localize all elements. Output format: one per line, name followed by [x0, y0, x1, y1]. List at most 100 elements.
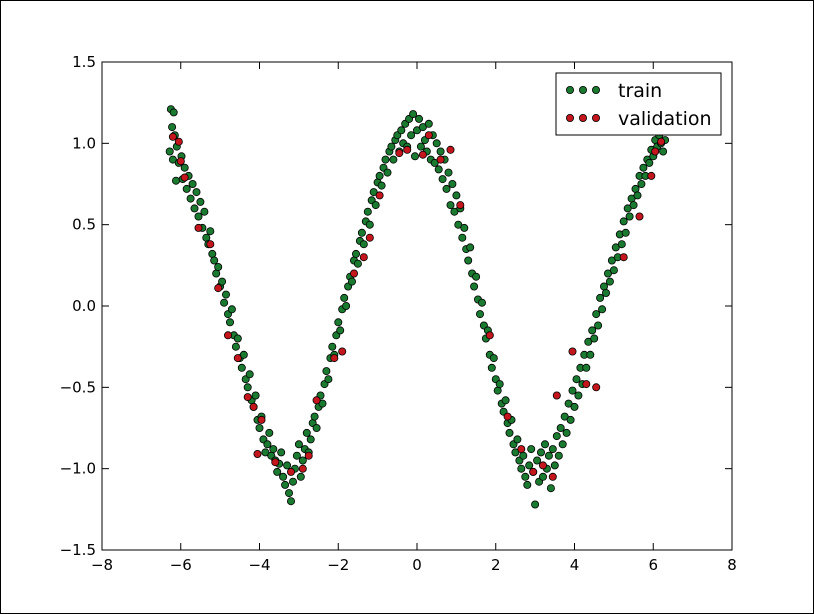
validation-point	[485, 331, 494, 340]
axis-ticks: −8 −6 −4 −2 0 2 4 6 8 −1.5 −1.0 −0.5 0.0 0.5 1.0 1.5	[60, 53, 737, 574]
train-point	[357, 228, 366, 237]
train-point	[397, 126, 406, 135]
train-point	[369, 188, 378, 197]
train-point	[523, 480, 532, 489]
train-point	[192, 188, 201, 197]
y-tick-label: −1.0	[60, 460, 96, 478]
train-point	[383, 168, 392, 177]
train-point	[639, 163, 648, 172]
train-point	[169, 108, 178, 117]
train-point	[381, 155, 390, 164]
validation-point	[249, 402, 258, 411]
x-tick-label: −8	[91, 556, 113, 574]
train-point	[448, 179, 457, 188]
validation-point	[271, 458, 280, 467]
train-point	[586, 350, 595, 359]
train-point	[296, 472, 305, 481]
train-point	[519, 451, 528, 460]
validation-point	[552, 391, 561, 400]
train-point	[237, 363, 246, 372]
train-point	[261, 448, 270, 457]
train-point	[255, 423, 264, 432]
legend-box	[555, 72, 722, 136]
train-point	[472, 272, 481, 281]
validation-point	[657, 137, 666, 146]
y-tick-label: 0.5	[72, 216, 96, 234]
train-point	[277, 448, 286, 457]
x-tick-label: 4	[570, 556, 580, 574]
x-tick-label: 0	[412, 556, 422, 574]
validation-point	[349, 269, 358, 278]
validation-point	[257, 415, 266, 424]
x-tick-label: 6	[648, 556, 658, 574]
validation-point	[436, 155, 445, 164]
train-point	[414, 114, 423, 123]
validation-point	[253, 449, 262, 458]
train-point	[572, 375, 581, 384]
validation-point	[503, 412, 512, 421]
train-point	[596, 293, 605, 302]
validation-point	[424, 131, 433, 140]
train-point	[212, 269, 221, 278]
train-point	[645, 158, 654, 167]
train-point	[617, 240, 626, 249]
train-point	[263, 440, 272, 449]
train-point	[302, 428, 311, 437]
train-point	[336, 326, 345, 335]
validation-point	[286, 467, 295, 476]
train-point	[517, 464, 526, 473]
x-tick-label: −6	[170, 556, 192, 574]
validation-point	[180, 173, 189, 182]
train-point	[588, 326, 597, 335]
train-point	[288, 477, 297, 486]
validation-point	[539, 461, 548, 470]
validation-point	[568, 347, 577, 356]
train-point	[493, 386, 502, 395]
validation-point	[223, 331, 232, 340]
train-point	[225, 318, 234, 327]
train-point	[607, 256, 616, 265]
train-legend-marker	[579, 86, 588, 95]
validation-point	[635, 212, 644, 221]
validation-point	[168, 132, 177, 141]
train-point	[273, 467, 282, 476]
validation-point	[176, 157, 185, 166]
train-point	[168, 123, 177, 132]
train-point	[409, 110, 418, 119]
validation-legend-marker	[566, 114, 575, 123]
train-point	[574, 391, 583, 400]
train-point	[407, 131, 416, 140]
train-point	[269, 445, 278, 454]
train-point	[566, 415, 575, 424]
legend-label-validation: validation	[618, 108, 712, 130]
train-point	[501, 396, 510, 405]
legend: train validation	[555, 72, 722, 136]
x-tick-label: 2	[491, 556, 501, 574]
train-point	[208, 249, 217, 258]
train-point	[619, 217, 628, 226]
train-point	[590, 334, 599, 343]
train-point	[220, 298, 229, 307]
train-point	[265, 428, 274, 437]
x-tick-label: −2	[327, 556, 349, 574]
train-point	[387, 142, 396, 151]
x-tick-label: −4	[248, 556, 270, 574]
train-point	[450, 207, 459, 216]
train-point	[294, 440, 303, 449]
train-point	[513, 435, 522, 444]
validation-point	[446, 145, 455, 154]
train-point	[334, 318, 343, 327]
train-point	[310, 412, 319, 421]
train-point	[541, 440, 550, 449]
train-point	[458, 233, 467, 242]
train-point	[609, 266, 618, 275]
validation-point	[233, 354, 242, 363]
train-point	[322, 367, 331, 376]
train-point	[279, 472, 288, 481]
validation-point	[647, 171, 656, 180]
y-tick-label: 0.0	[72, 297, 96, 315]
train-point	[206, 227, 215, 236]
train-point	[227, 305, 236, 314]
validation-point	[174, 137, 183, 146]
train-point	[659, 147, 668, 156]
